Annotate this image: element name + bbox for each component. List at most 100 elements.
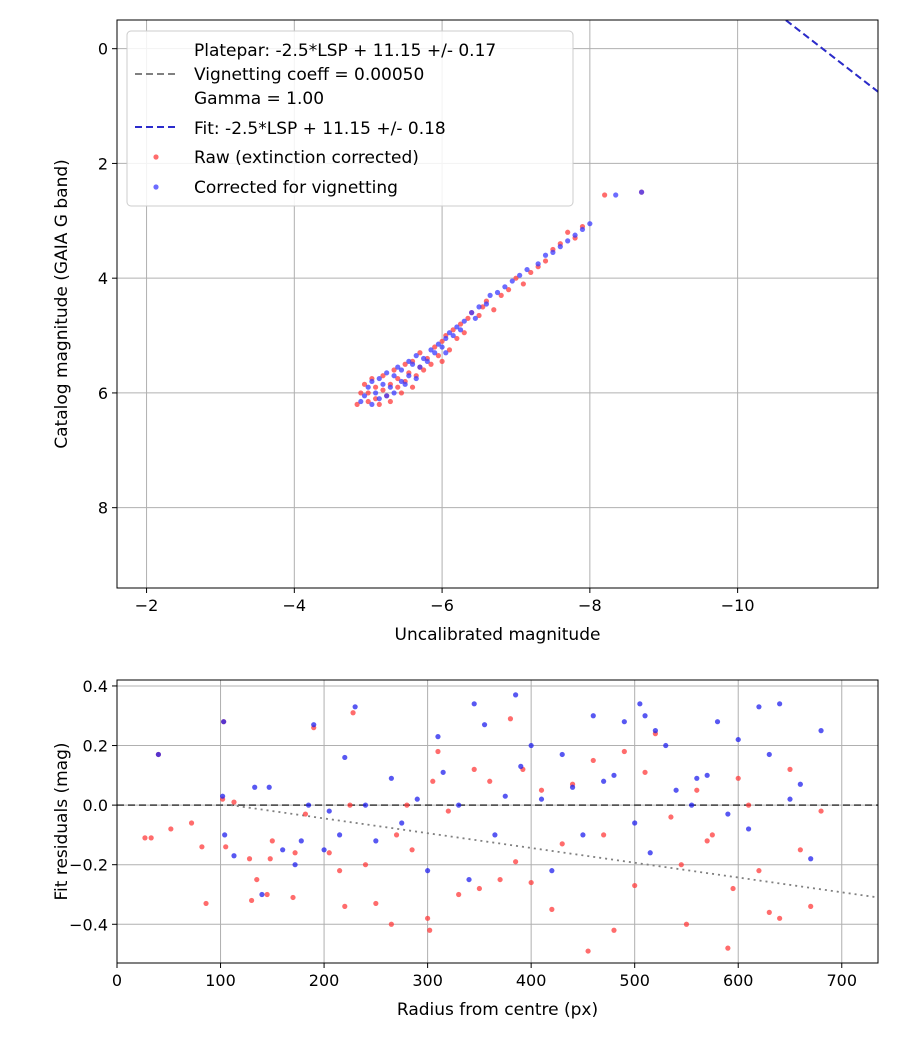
series-0-point — [337, 868, 343, 874]
series-0-point — [203, 900, 209, 907]
top-xlabel: Uncalibrated magnitude — [395, 625, 601, 645]
series-0-point — [393, 832, 400, 838]
series-1-point — [509, 278, 515, 284]
series-1-point — [443, 335, 449, 342]
series-0-point — [425, 915, 431, 921]
series-1-point — [409, 361, 416, 367]
series-1-point — [440, 769, 446, 775]
series-1-point — [487, 292, 493, 298]
series-1-point — [502, 793, 508, 799]
series-1-point — [365, 384, 371, 390]
series-1-point — [326, 808, 332, 814]
series-1-point — [435, 341, 441, 347]
series-1-point — [388, 775, 394, 781]
series-1-point — [528, 742, 534, 749]
series-0-point — [725, 945, 731, 951]
legend-box — [126, 30, 574, 207]
series-0-point — [365, 390, 371, 396]
series-1-point — [380, 381, 386, 387]
series-0-point — [432, 344, 438, 350]
series-1-point — [406, 358, 412, 364]
series-1-point — [557, 244, 563, 250]
series-1-point — [572, 232, 578, 238]
series-0-point — [678, 862, 684, 868]
series-0-point — [766, 909, 772, 915]
series-1-point — [502, 284, 508, 290]
legend-label: Gamma = 1.00 — [194, 89, 324, 109]
series-1-point — [435, 734, 441, 740]
series-1-point — [428, 347, 434, 353]
series-1-point — [689, 802, 695, 808]
series-0-point — [409, 847, 415, 853]
x-tick-label: −10 — [721, 596, 755, 615]
series-0-point — [528, 269, 534, 276]
vignetting-trend-line — [230, 804, 878, 899]
series-0-point — [402, 361, 408, 367]
series-1-point — [446, 330, 453, 336]
series-0-point — [642, 769, 648, 775]
series-0-point — [347, 802, 353, 808]
series-1-point — [280, 847, 286, 853]
series-1-point — [406, 373, 412, 379]
legend-label: Corrected for vignetting — [194, 178, 398, 198]
series-1-point — [369, 378, 375, 385]
series-1-point — [398, 378, 405, 385]
series-0-point — [409, 384, 416, 390]
series-0-point — [342, 903, 348, 910]
series-1-point — [601, 778, 607, 784]
series-0-point — [471, 766, 477, 772]
series-0-point — [391, 367, 397, 373]
x-tick-label: 0 — [112, 971, 122, 990]
top-ticks: −2 −4 −6 −8 −10 0 2 4 6 8 — [98, 40, 755, 615]
series-0-point — [549, 906, 555, 912]
series-1-point — [494, 289, 501, 296]
series-1-point — [220, 793, 226, 799]
series-1-point — [342, 754, 348, 761]
series-0-point — [376, 401, 382, 408]
series-0-point — [704, 838, 710, 844]
series-1-point — [818, 728, 824, 734]
series-1-point — [305, 802, 312, 808]
series-0-point — [148, 835, 154, 841]
series-0-point — [404, 802, 410, 808]
series-0-point — [373, 900, 379, 907]
series-1-point — [252, 784, 258, 790]
series-0-point — [248, 897, 255, 904]
series-0-point — [602, 192, 608, 198]
series-0-point — [387, 398, 393, 405]
series-0-point — [267, 856, 273, 862]
series-0-point — [480, 304, 486, 310]
x-tick-label: 400 — [516, 971, 547, 990]
legend-label: Raw (extinction corrected) — [194, 148, 419, 168]
series-0-point — [730, 885, 736, 892]
series-1-point — [777, 701, 783, 707]
series-0-point — [621, 748, 627, 755]
series-0-point — [787, 766, 793, 772]
series-0-point — [450, 327, 456, 333]
series-0-point — [590, 757, 596, 764]
series-0-point — [435, 353, 441, 359]
series-0-point — [361, 381, 368, 387]
series-1-point — [565, 238, 571, 244]
series-0-point — [559, 841, 565, 847]
series-0-point — [456, 891, 462, 898]
y-tick-label: 0 — [98, 40, 108, 59]
series-1-point — [376, 375, 382, 382]
series-1-point — [559, 751, 565, 758]
series-1-point — [535, 261, 541, 267]
series-1-point — [369, 401, 375, 408]
series-1-point — [524, 266, 530, 273]
series-1-point — [450, 332, 456, 339]
series-1-point — [439, 344, 445, 350]
series-0-point — [231, 799, 237, 805]
series-0-point — [461, 330, 467, 336]
series-0-point — [745, 802, 752, 808]
series-0-point — [188, 820, 195, 826]
bottom-grid — [116, 680, 878, 963]
series-0-point — [735, 775, 741, 781]
series-0-point — [417, 350, 423, 356]
series-1-point — [542, 252, 549, 258]
y-tick-label: 0.4 — [83, 677, 108, 696]
series-0-point — [507, 716, 514, 722]
series-1-point — [647, 850, 653, 856]
